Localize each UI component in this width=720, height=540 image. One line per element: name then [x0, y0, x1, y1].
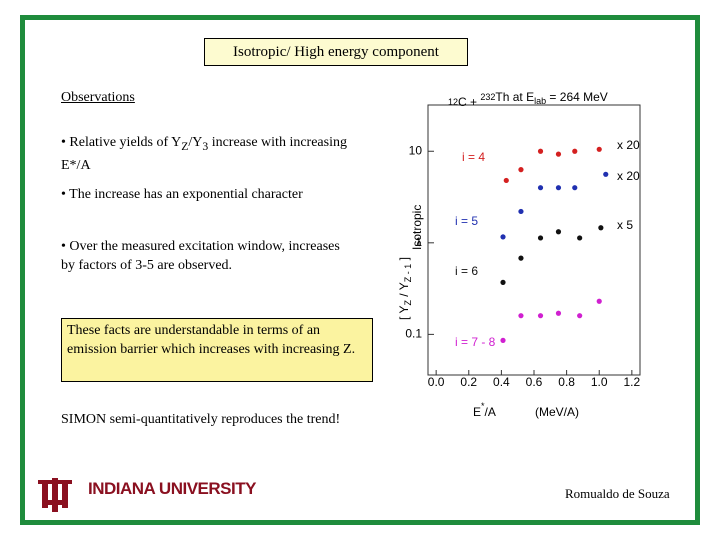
text-run: • Relative yields of Y — [61, 135, 182, 150]
data-point — [500, 337, 506, 343]
label-run: / Y — [397, 282, 411, 300]
y-axis-label: [ YZ / YZ - 1 ] — [397, 257, 413, 320]
subscript: 3 — [202, 139, 209, 153]
data-point — [577, 235, 583, 241]
text-run: increase with increasing E*/A — [61, 135, 347, 173]
data-point — [500, 279, 506, 285]
data-point — [555, 229, 562, 235]
x-tick-label: 1.0 — [591, 375, 608, 389]
x-tick-label: 0.8 — [558, 375, 575, 389]
section-heading: Observations — [61, 90, 135, 105]
figure-title: 12C + 232Th at Elab = 264 MeV — [448, 90, 608, 109]
label-run: /A — [485, 405, 496, 419]
x-tick-label: 0.6 — [526, 375, 543, 389]
x-tick-label: 1.2 — [624, 375, 641, 389]
bullet: • Relative yields of YZ/Y3 increase with… — [61, 133, 351, 175]
data-point — [603, 171, 609, 177]
title-run: lab — [534, 96, 546, 106]
data-point — [596, 298, 602, 304]
data-point — [596, 146, 602, 152]
series-label: i = 6 — [455, 264, 478, 278]
logo-text: INDIANA UNIVERSITY — [88, 479, 256, 498]
title-run: Th at E — [495, 90, 534, 104]
title-run: 232 — [480, 92, 495, 102]
x-axis-unit: (MeV/A) — [535, 405, 579, 419]
text-run: • Over the measured excitation window, i… — [61, 239, 340, 273]
x-tick-label: 0.0 — [428, 375, 445, 389]
series-label: i = 7 - 8 — [455, 335, 496, 349]
label-run: Z — [403, 300, 413, 306]
series-label: i = 5 — [455, 214, 478, 228]
label-run: Z - 1 — [403, 264, 413, 283]
x-tick-label: 0.2 — [460, 375, 477, 389]
data-point — [555, 185, 562, 191]
scale-factor: x 20 — [617, 169, 640, 183]
data-point — [555, 151, 562, 157]
data-point — [500, 234, 506, 240]
title-run: = 264 MeV — [546, 90, 608, 104]
bullet: • Over the measured excitation window, i… — [61, 237, 351, 275]
bullet: • The increase has an exponential charac… — [61, 185, 351, 204]
y-tick-label: 0.1 — [405, 327, 422, 341]
label-run: ] — [397, 257, 411, 264]
series-label: i = 4 — [462, 150, 485, 164]
x-axis-label: E*/A — [473, 401, 496, 419]
slide-border — [20, 15, 700, 525]
y-tick-label: 1 — [415, 235, 422, 249]
data-point — [572, 148, 578, 154]
label-run: E — [473, 405, 481, 419]
y-axis-sublabel: Isotropic — [410, 205, 424, 250]
data-point — [537, 185, 544, 191]
callout-box: These facts are understandable in terms … — [61, 318, 373, 382]
data-point — [537, 148, 544, 154]
data-point — [518, 255, 524, 261]
subscript: Z — [181, 139, 189, 153]
scale-factor: x 20 — [617, 138, 640, 152]
data-point — [537, 235, 544, 241]
data-point — [518, 208, 524, 215]
data-point — [518, 167, 524, 173]
text-run: /Y — [188, 135, 203, 150]
y-tick-label: 10 — [409, 143, 423, 157]
data-point — [518, 313, 524, 319]
conclusion: SIMON semi-quantitatively reproduces the… — [61, 412, 341, 427]
data-point — [572, 185, 578, 191]
data-point — [555, 310, 562, 316]
slide-title: Isotropic/ High energy component — [204, 38, 468, 66]
data-point — [503, 177, 509, 184]
data-point — [537, 313, 544, 319]
scale-factor: x 5 — [617, 218, 633, 232]
iu-trident — [38, 478, 72, 512]
title-run: C + — [458, 95, 480, 109]
author: Romualdo de Souza — [565, 486, 670, 501]
label-run: [ Y — [397, 306, 411, 320]
data-point — [598, 225, 604, 231]
label-run: * — [481, 401, 485, 411]
x-tick-label: 0.4 — [493, 375, 510, 389]
text-run: • The increase has an exponential charac… — [61, 187, 303, 202]
data-point — [577, 313, 583, 319]
title-run: 12 — [448, 97, 458, 107]
